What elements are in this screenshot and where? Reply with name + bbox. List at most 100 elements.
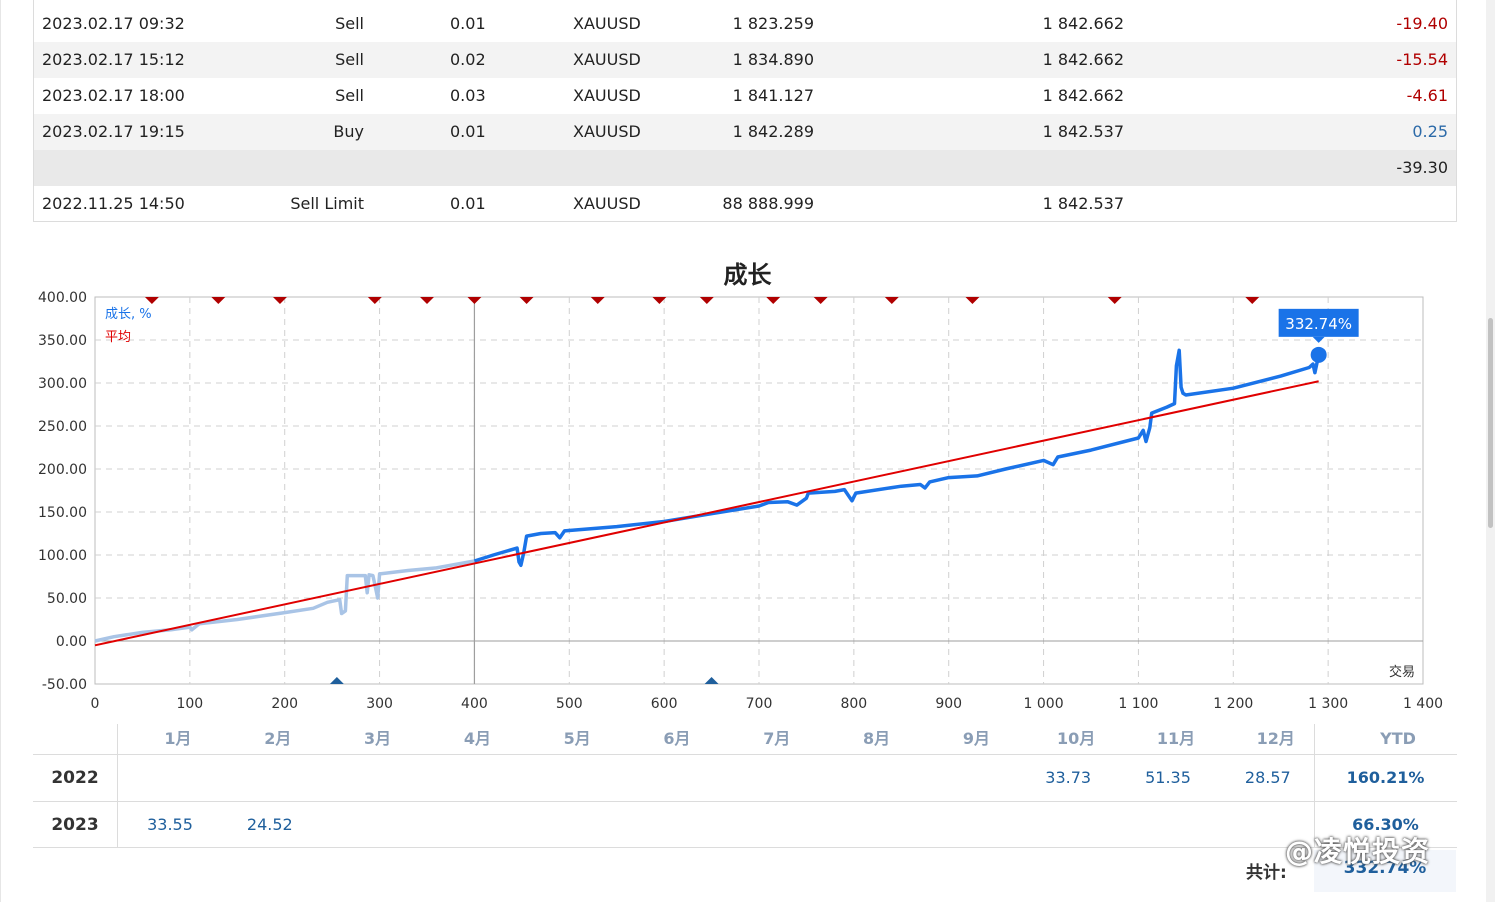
total-box (1314, 850, 1456, 892)
x-tick-label: 1 400 (1403, 696, 1443, 712)
deposit-marker-icon[interactable] (367, 297, 382, 304)
deposit-marker-icon[interactable] (211, 297, 226, 304)
x-tick-label: 1 200 (1213, 696, 1253, 712)
year-row: 2022 33.73 51.35 28.57 160.21% (33, 754, 1457, 801)
deposit-marker-icon[interactable] (272, 297, 287, 304)
trade-type: Sell (335, 86, 364, 105)
total-value: 332.74% (1343, 858, 1427, 878)
growth-line-history (94, 559, 475, 643)
month-value[interactable]: 33.73 (1045, 768, 1092, 787)
legend-entry[interactable]: 平均 (105, 330, 131, 345)
x-tick-label: 600 (651, 696, 678, 712)
deposit-marker-icon[interactable] (766, 297, 781, 304)
x-tick-label: 200 (271, 696, 298, 712)
deposit-marker-icon[interactable] (467, 297, 482, 304)
trade-current-price: 1 842.662 (1042, 14, 1124, 33)
month-value[interactable]: 28.57 (1244, 768, 1291, 787)
trade-profit: -4.61 (1406, 86, 1448, 105)
deposit-marker-icon[interactable] (1107, 297, 1122, 304)
x-tick-label: 100 (176, 696, 203, 712)
open-trades-table: 2023.02.17 09:32 Sell 0.01 XAUUSD 1 823.… (33, 0, 1457, 222)
order-type: Sell Limit (290, 194, 364, 213)
month-header: 11月 (1156, 729, 1196, 748)
y-tick-label: 400.00 (38, 290, 87, 306)
growth-tooltip-pointer (1312, 336, 1325, 343)
trade-volume: 0.01 (450, 122, 486, 141)
y-tick-label: 200.00 (38, 462, 87, 478)
column-divider (1314, 724, 1315, 848)
month-value[interactable]: 24.52 (246, 815, 293, 834)
trade-current-price: 1 842.662 (1042, 86, 1124, 105)
deposit-marker-icon[interactable] (519, 297, 534, 304)
trade-row[interactable]: 2023.02.17 09:32 Sell 0.01 XAUUSD 1 823.… (34, 6, 1456, 42)
x-tick-label: 1 300 (1308, 696, 1348, 712)
trade-open-price: 1 841.127 (732, 86, 814, 105)
withdrawal-marker-icon[interactable] (704, 677, 719, 684)
month-header: 9月 (962, 729, 990, 748)
deposit-marker-icon[interactable] (1245, 297, 1260, 304)
order-volume: 0.01 (450, 194, 486, 213)
ytd-value: 160.21% (1346, 768, 1425, 787)
deposit-marker-icon[interactable] (420, 297, 434, 304)
vertical-scrollbar[interactable] (1486, 0, 1495, 902)
x-tick-label: 0 (91, 696, 100, 712)
month-header: 3月 (364, 729, 392, 748)
trade-symbol: XAUUSD (573, 86, 641, 105)
scrollbar-thumb[interactable] (1488, 318, 1493, 528)
ytd-value: 66.30% (1352, 815, 1419, 834)
withdrawal-marker-icon[interactable] (329, 677, 344, 684)
trade-type: Sell (335, 50, 364, 69)
month-value[interactable]: 51.35 (1145, 768, 1191, 787)
trade-time: 2023.02.17 09:32 (42, 14, 185, 33)
month-header: 1月 (164, 729, 192, 748)
month-header: 4月 (463, 729, 491, 748)
deposit-marker-icon[interactable] (699, 297, 714, 304)
trade-open-price: 1 823.259 (732, 14, 814, 33)
trade-current-price: 1 842.537 (1042, 122, 1124, 141)
trade-row[interactable]: 2023.02.17 15:12 Sell 0.02 XAUUSD 1 834.… (34, 42, 1456, 78)
trade-type: Sell (335, 14, 364, 33)
ytd-header: YTD (1380, 729, 1416, 748)
month-header: 5月 (563, 729, 591, 748)
month-header: 7月 (763, 729, 791, 748)
month-header: 2月 (264, 729, 292, 748)
deposit-marker-icon[interactable] (144, 297, 159, 304)
trade-profit: 0.25 (1412, 122, 1448, 141)
month-value[interactable]: 33.55 (147, 815, 193, 834)
growth-tooltip-box (1278, 308, 1359, 337)
deposit-marker-icon[interactable] (652, 297, 667, 304)
year-row: 2023 33.55 24.52 66.30% (33, 801, 1457, 848)
growth-line (473, 348, 1321, 568)
growth-tooltip-label: 332.74% (1285, 315, 1352, 333)
table-bottom-border (33, 847, 1457, 848)
month-header: 12月 (1256, 729, 1295, 748)
trade-row[interactable]: 2023.02.17 19:15 Buy 0.01 XAUUSD 1 842.2… (34, 114, 1456, 150)
growth-endpoint-marker[interactable] (1310, 346, 1327, 363)
trade-type: Buy (333, 122, 364, 141)
y-tick-label: 150.00 (38, 505, 87, 521)
trades-total-row: -39.30 (34, 150, 1456, 186)
x-tick-label: 1 000 (1024, 696, 1064, 712)
deposit-marker-icon[interactable] (813, 297, 828, 304)
trade-volume: 0.03 (450, 86, 486, 105)
month-header: 6月 (663, 729, 691, 748)
y-tick-label: -50.00 (42, 677, 87, 693)
x-tick-label: 1 100 (1118, 696, 1158, 712)
order-time: 2022.11.25 14:50 (42, 194, 185, 213)
deposit-marker-icon[interactable] (965, 297, 980, 304)
y-tick-label: 300.00 (38, 376, 87, 392)
pending-order-row[interactable]: 2022.11.25 14:50 Sell Limit 0.01 XAUUSD … (34, 186, 1456, 222)
page-left-border (0, 0, 1, 902)
legend-entry[interactable]: 成长, % (105, 307, 152, 322)
year-label: 2023 (51, 815, 99, 835)
growth-chart[interactable]: 0 100 200 300 400 500 600 700 800 900 1 000 1 100 1 … (0, 280, 1480, 720)
trade-profit: -15.54 (1396, 50, 1448, 69)
deposit-marker-icon[interactable] (590, 297, 605, 304)
trade-row[interactable]: 2023.02.17 18:00 Sell 0.03 XAUUSD 1 841.… (34, 78, 1456, 114)
trade-time: 2023.02.17 19:15 (42, 122, 185, 141)
x-tick-label: 400 (461, 696, 488, 712)
x-tick-label: 500 (556, 696, 583, 712)
order-symbol: XAUUSD (573, 194, 641, 213)
deposit-marker-icon[interactable] (884, 297, 899, 304)
month-header: 10月 (1057, 729, 1096, 748)
